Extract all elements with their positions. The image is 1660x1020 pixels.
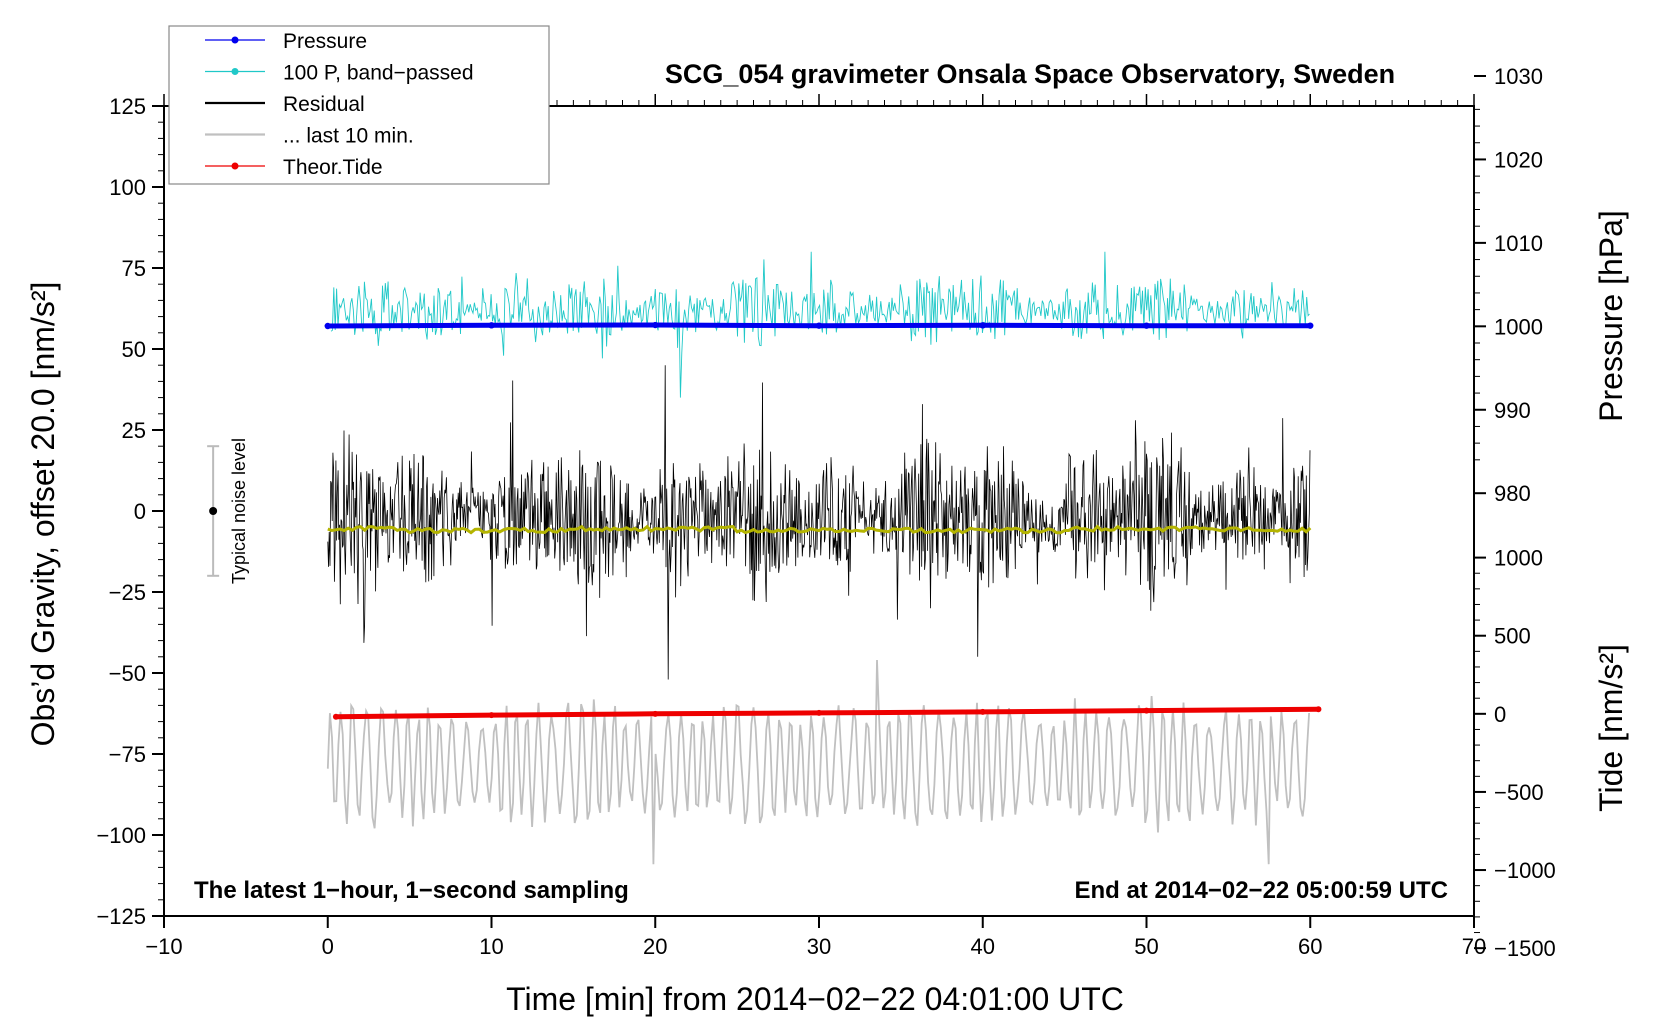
tide-point xyxy=(979,708,986,715)
x-axis: −10 0 10 20 30 40 50 60 70 xyxy=(145,94,1486,959)
legend-label: Pressure xyxy=(283,30,367,53)
y-tick-label: −50 xyxy=(109,661,146,686)
tide-tick-label: 500 xyxy=(1494,624,1531,649)
y-tick-label: 0 xyxy=(134,499,146,524)
y-tick-label: −125 xyxy=(96,904,146,929)
pressure-tick-label: 990 xyxy=(1494,398,1531,423)
chart-title: SCG_054 gravimeter Onsala Space Observat… xyxy=(665,59,1395,89)
legend-marker xyxy=(231,68,239,75)
noise-center-dot xyxy=(209,507,218,515)
legend-box xyxy=(168,25,550,185)
tide-axis: 1000 500 0 −500 −1000 −1500 xyxy=(1474,546,1556,961)
tide-point xyxy=(1315,706,1322,713)
tide-tick-label: −1500 xyxy=(1494,936,1556,961)
x-axis-label: Time [min] from 2014−02−22 04:01:00 UTC xyxy=(506,981,1124,1017)
y-tick-label: 125 xyxy=(109,94,146,119)
y-axis-left: 125 100 75 50 25 0 −25 −50 −75 −100 −125 xyxy=(96,94,164,929)
x-tick-label: 70 xyxy=(1462,934,1486,959)
pressure-point xyxy=(815,322,823,329)
series-residual xyxy=(327,365,1311,680)
pressure-point xyxy=(979,322,986,329)
pressure-point xyxy=(1307,322,1314,329)
annotation-end-time: End at 2014−02−22 05:00:59 UTC xyxy=(1074,877,1448,904)
tide-point xyxy=(816,709,822,716)
legend-label: 100 P, band−passed xyxy=(283,62,474,85)
y-tick-label: −100 xyxy=(96,823,146,848)
tide-tick-label: 0 xyxy=(1494,702,1506,727)
y-tick-label: 50 xyxy=(122,337,146,362)
series-layer xyxy=(324,251,1322,865)
x-tick-label: 60 xyxy=(1298,934,1322,959)
noise-level-label: Typical noise level xyxy=(229,438,249,584)
pressure-axis: 1030 1020 1010 1000 990 980 xyxy=(1474,64,1543,506)
tide-point xyxy=(652,710,659,717)
x-tick-label: 50 xyxy=(1134,934,1158,959)
legend-label: ... last 10 min. xyxy=(283,125,414,148)
legend-marker xyxy=(231,162,239,170)
pressure-point xyxy=(488,322,495,329)
series-last-10-min xyxy=(326,659,1310,865)
pressure-tick-label: 1000 xyxy=(1494,314,1543,339)
tide-axis-label: Tide [nm/s²] xyxy=(1593,644,1629,812)
pressure-point xyxy=(1143,322,1150,329)
tide-tick-label: 1000 xyxy=(1494,546,1543,571)
y-tick-label: −25 xyxy=(109,580,146,605)
pressure-axis-label: Pressure [hPa] xyxy=(1593,210,1629,422)
y-axis-label-left: Obs’d Gravity, offset 20.0 [nm/s²] xyxy=(25,282,61,747)
x-tick-label: −10 xyxy=(145,934,182,959)
annotation-sampling: The latest 1−hour, 1−second sampling xyxy=(194,877,629,904)
legend-label: Theor.Tide xyxy=(283,156,383,179)
pressure-tick-label: 980 xyxy=(1494,481,1531,506)
x-tick-label: 30 xyxy=(807,934,831,959)
x-tick-label: 20 xyxy=(643,934,667,959)
legend-marker xyxy=(231,36,239,44)
x-tick-label: 0 xyxy=(322,934,334,959)
y-tick-label: 25 xyxy=(122,418,146,443)
x-tick-label: 40 xyxy=(971,934,995,959)
legend: Pressure 100 P, band−passed Residual ... la… xyxy=(168,25,550,185)
pressure-tick-label: 1010 xyxy=(1494,231,1543,256)
tide-point xyxy=(332,713,339,720)
tide-tick-label: −500 xyxy=(1494,780,1544,805)
pressure-tick-label: 1030 xyxy=(1494,64,1543,89)
series-band-passed-pressure xyxy=(330,251,1310,398)
pressure-point xyxy=(652,321,659,329)
pressure-point xyxy=(324,322,331,330)
x-tick-label: 10 xyxy=(479,934,503,959)
legend-label: Residual xyxy=(283,93,365,116)
pressure-tick-label: 1020 xyxy=(1494,147,1543,172)
tide-point xyxy=(1143,707,1150,714)
noise-level-indicator: Typical noise level xyxy=(207,438,249,584)
tide-point xyxy=(488,712,495,719)
y-tick-label: 100 xyxy=(109,175,146,200)
series-residual-smoothed xyxy=(327,524,1312,535)
tide-tick-label: −1000 xyxy=(1494,858,1556,883)
y-tick-label: 75 xyxy=(122,256,146,281)
y-tick-label: −75 xyxy=(109,742,146,767)
